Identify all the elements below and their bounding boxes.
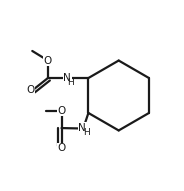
Text: O: O — [57, 106, 66, 116]
Text: N: N — [63, 73, 71, 83]
Text: H: H — [68, 78, 74, 87]
Text: H: H — [83, 128, 89, 137]
Text: O: O — [57, 143, 66, 153]
Text: O: O — [44, 56, 52, 66]
Text: N: N — [78, 123, 86, 133]
Text: O: O — [26, 85, 35, 95]
